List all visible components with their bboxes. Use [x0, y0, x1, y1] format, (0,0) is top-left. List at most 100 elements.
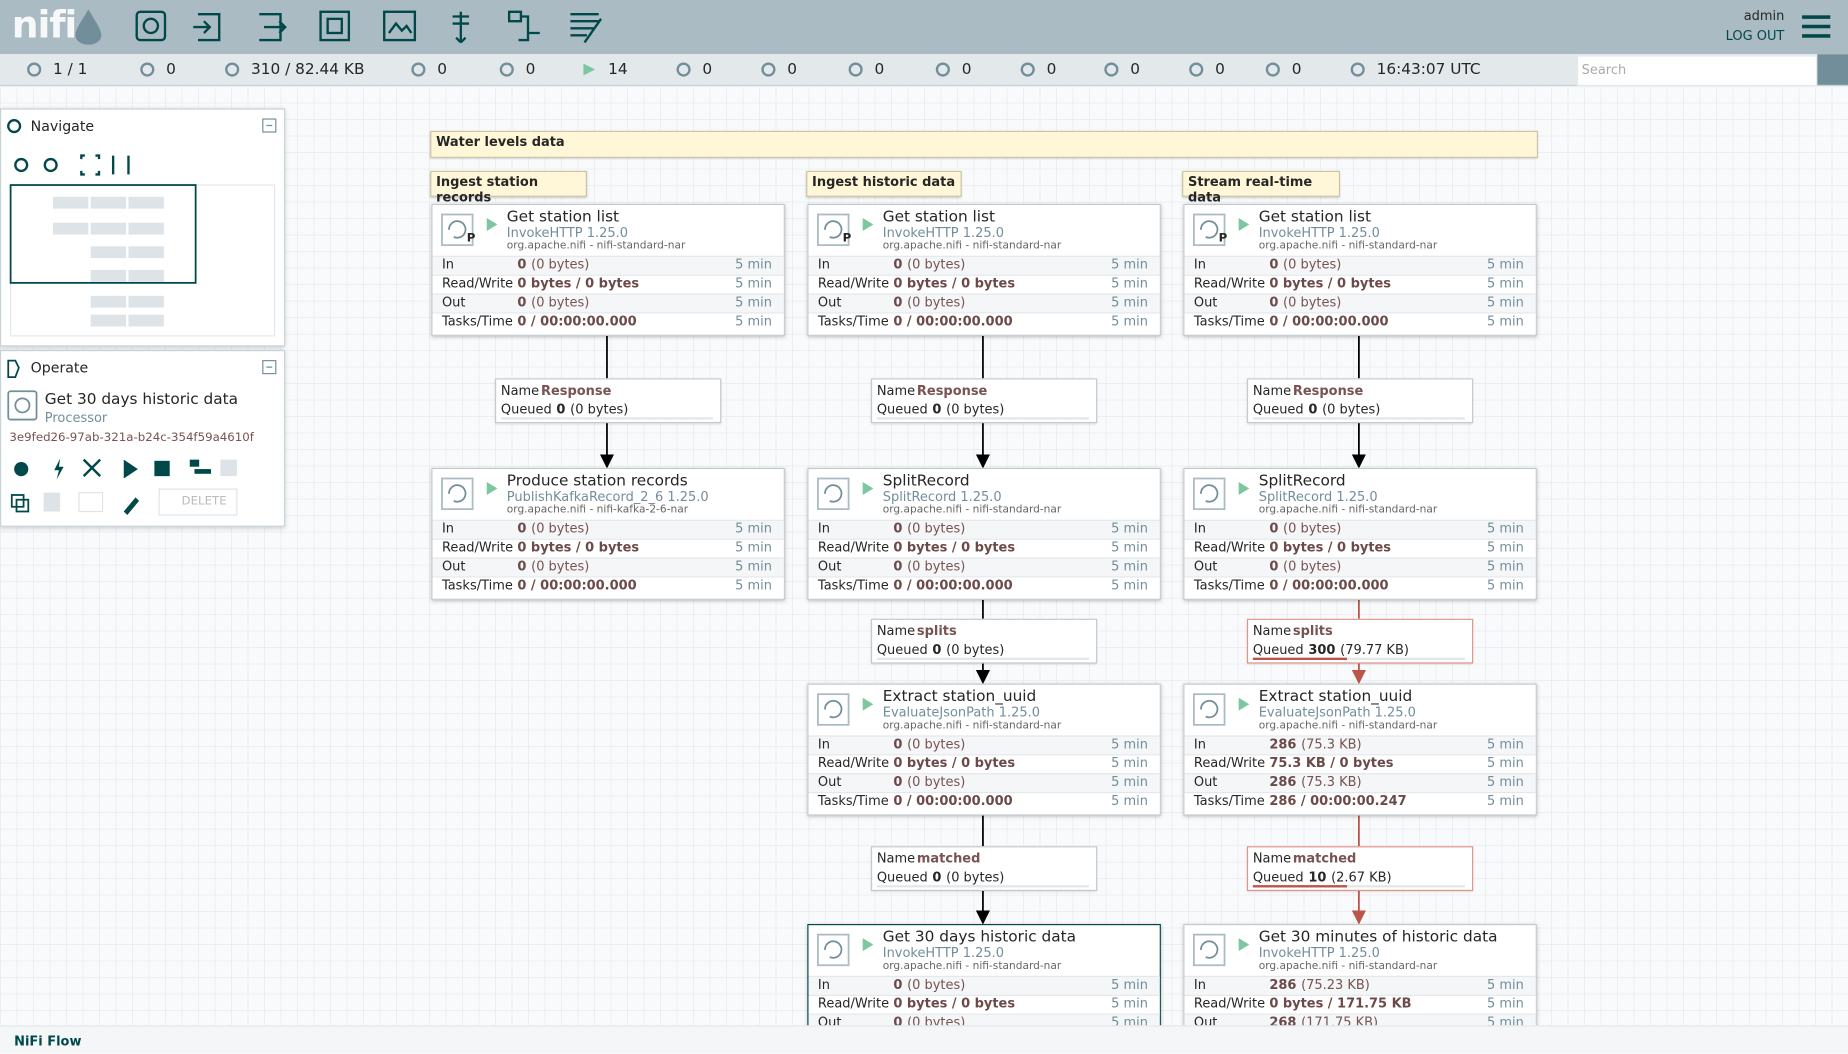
- status-icon: [1189, 62, 1204, 77]
- stats-bold: 0 / 00:00:00.000: [517, 577, 637, 593]
- name-label: Name: [1252, 850, 1292, 867]
- stats-bold: 0 / 00:00:00.000: [893, 793, 1013, 809]
- stats-bold: 0: [893, 1014, 903, 1026]
- processor-bundle: org.apache.nifi - nifi-standard-nar: [1258, 720, 1438, 732]
- stats-label: Tasks/Time: [817, 793, 889, 809]
- queued-row: Queued 0 (0 bytes): [1253, 402, 1380, 417]
- processor[interactable]: Get 30 days historic data InvokeHTTP 1.25…: [807, 923, 1161, 1026]
- processor[interactable]: Extract station_uuid EvaluateJsonPath 1.2…: [807, 683, 1161, 816]
- logout-link[interactable]: LOG OUT: [1725, 28, 1785, 44]
- stats-value: 0 (0 bytes): [893, 257, 965, 272]
- processor-type: SplitRecord 1.25.0: [882, 489, 1002, 505]
- connection-name: matched: [916, 850, 981, 867]
- stats-window: 5 min: [1111, 736, 1148, 752]
- stats-row: [808, 274, 1160, 295]
- stats-window: 5 min: [1111, 539, 1148, 556]
- run-status: [862, 697, 874, 711]
- stats-value: 286 (75.23 KB): [1269, 977, 1370, 992]
- status-bar: Search 1 / 1 0 310 / 82.44 KB 0 0 14 0 0 0 0 0 0 0 0 1…: [0, 54, 1848, 87]
- stats-window: 5 min: [1111, 520, 1148, 537]
- processor-type: PublishKafkaRecord_2_6 1.25.0: [506, 489, 709, 505]
- processor[interactable]: Produce station records PublishKafkaRecor…: [431, 467, 785, 600]
- processor[interactable]: Extract station_uuid EvaluateJsonPath 1.2…: [1183, 683, 1537, 816]
- processor-name: Extract station_uuid: [1258, 688, 1413, 706]
- stats-bold: 0 bytes / 0 bytes: [893, 275, 1016, 292]
- stats-row: [808, 538, 1160, 559]
- stats-window: 5 min: [735, 294, 772, 310]
- icon-glyph: [824, 940, 843, 959]
- connection[interactable]: Name Response Queued 0 (0 bytes): [1246, 378, 1474, 424]
- stats-window: 5 min: [1487, 294, 1524, 310]
- status-icon: [140, 62, 155, 77]
- processor[interactable]: Get 30 minutes of historic data InvokeHTT…: [1183, 923, 1537, 1026]
- stats-row: [1184, 773, 1536, 794]
- stats-bold: 0: [1269, 256, 1279, 273]
- connection[interactable]: Name splits Queued 300 (79.77 KB): [1246, 618, 1474, 664]
- stats-detail: (0 bytes): [531, 256, 590, 273]
- icon-glyph: [448, 220, 467, 239]
- stats-window: 5 min: [1487, 275, 1524, 292]
- delete-button[interactable]: DELETE: [181, 494, 227, 508]
- stats-label: Out: [1193, 774, 1218, 790]
- stats-value: 0 (0 bytes): [1269, 257, 1341, 272]
- stats-label: Out: [1193, 294, 1218, 310]
- footer: NiFi Flow: [0, 1025, 1848, 1054]
- icon-frame: [817, 213, 850, 247]
- queue-bar-rest: [1347, 885, 1465, 888]
- name-label: Name: [876, 623, 916, 639]
- queued-count: 0: [932, 869, 942, 886]
- connection-name: Response: [916, 383, 988, 399]
- stats-label: Read/Write: [817, 755, 890, 771]
- stats-label: Out: [1193, 558, 1218, 574]
- stats-row: [1184, 519, 1536, 540]
- search-box[interactable]: Search: [1576, 55, 1818, 87]
- processor-name: Get 30 minutes of historic data: [1258, 928, 1498, 947]
- status-glyph: [411, 62, 426, 77]
- run-status: [1238, 697, 1250, 711]
- navigate-controls[interactable]: [1, 110, 284, 346]
- stats-label: Tasks/Time: [1193, 577, 1265, 593]
- stats-value: 0 bytes / 0 bytes: [893, 996, 1015, 1011]
- run-status: [862, 938, 874, 952]
- breadcrumb[interactable]: NiFi Flow: [14, 1033, 82, 1049]
- connection[interactable]: Name splits Queued 0 (0 bytes): [870, 618, 1098, 664]
- stats-label: In: [817, 977, 830, 993]
- name-label: Name: [876, 850, 916, 867]
- connection[interactable]: Name Response Queued 0 (0 bytes): [494, 378, 722, 424]
- flow-status-toggle[interactable]: [1817, 54, 1848, 85]
- run-status: [1238, 218, 1250, 231]
- status-icon: [499, 62, 514, 77]
- stats-bold: 0: [893, 558, 903, 574]
- processor[interactable]: SplitRecord SplitRecord 1.25.0 org.apache.…: [807, 467, 1161, 600]
- stats-bold: 0 bytes / 0 bytes: [893, 995, 1016, 1012]
- stats-label: Read/Write: [817, 995, 890, 1012]
- label: Ingest historic data: [806, 170, 962, 197]
- processor[interactable]: SplitRecord SplitRecord 1.25.0 org.apache.…: [1183, 467, 1537, 600]
- processor-icon: [1193, 693, 1250, 726]
- status-icon: [848, 62, 863, 77]
- processor-type: SplitRecord 1.25.0: [1258, 489, 1378, 505]
- status-glyph: [1265, 62, 1280, 77]
- icon-glyph: [824, 700, 843, 719]
- stats-bold: 0: [517, 294, 527, 310]
- processor[interactable]: P Get station list InvokeHTTP 1.25.0 org.ap…: [807, 203, 1161, 336]
- queued-row: Queued 0 (0 bytes): [501, 402, 628, 417]
- processor-icon: [817, 693, 874, 726]
- queued-label: Queued: [876, 401, 928, 418]
- status-glyph: [935, 62, 950, 77]
- stats-value: 0 bytes / 0 bytes: [893, 276, 1015, 291]
- toolbar[interactable]: [127, 5, 622, 50]
- connection[interactable]: Name Response Queued 0 (0 bytes): [870, 378, 1098, 424]
- processor-bundle: org.apache.nifi - nifi-standard-nar: [1258, 240, 1438, 253]
- processor[interactable]: P Get station list InvokeHTTP 1.25.0 org.ap…: [1183, 203, 1537, 336]
- queued-size: (2.67 KB): [1331, 869, 1392, 886]
- stats-window: 5 min: [1111, 577, 1148, 593]
- connection[interactable]: Name matched Queued 0 (0 bytes): [870, 846, 1098, 891]
- stats-window: 5 min: [1111, 275, 1148, 292]
- processor[interactable]: P Get station list InvokeHTTP 1.25.0 org.ap…: [431, 203, 785, 336]
- status-icon: [1350, 62, 1365, 77]
- stats-window: 5 min: [735, 275, 772, 292]
- menu-button[interactable]: [1802, 14, 1833, 40]
- stats-window: 5 min: [1487, 793, 1524, 809]
- connection[interactable]: Name matched Queued 10 (2.67 KB): [1246, 846, 1474, 891]
